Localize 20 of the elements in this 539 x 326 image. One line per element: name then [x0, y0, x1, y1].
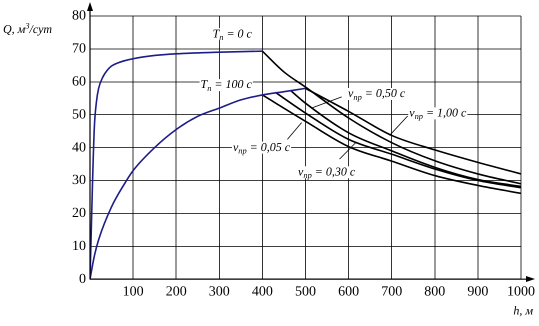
x-tick-label: 100 — [122, 284, 144, 300]
x-tick-label: 900 — [467, 284, 488, 300]
y-tick-label: 70 — [72, 42, 86, 57]
y-tick-label: 80 — [72, 8, 86, 24]
x-tick-label: 500 — [295, 284, 316, 300]
y-tick-label: 0 — [79, 272, 86, 287]
y-tick-label: 60 — [72, 74, 86, 90]
y-tick-label: 40 — [72, 140, 86, 156]
x-tick-label: 700 — [381, 284, 402, 300]
x-tick-label: 200 — [166, 284, 187, 300]
x-tick-label: 400 — [252, 284, 273, 300]
y-tick-label: 50 — [72, 107, 86, 122]
y-tick-label: 30 — [72, 173, 86, 188]
y-tick-label: 10 — [72, 238, 86, 254]
x-tick-label: 800 — [424, 284, 446, 300]
x-axis-title: h, м — [513, 303, 534, 318]
x-tick-label: 600 — [338, 284, 360, 300]
x-tick-label: 1000 — [507, 284, 535, 300]
x-tick-label: 300 — [208, 284, 230, 300]
y-tick-label: 20 — [72, 206, 86, 222]
